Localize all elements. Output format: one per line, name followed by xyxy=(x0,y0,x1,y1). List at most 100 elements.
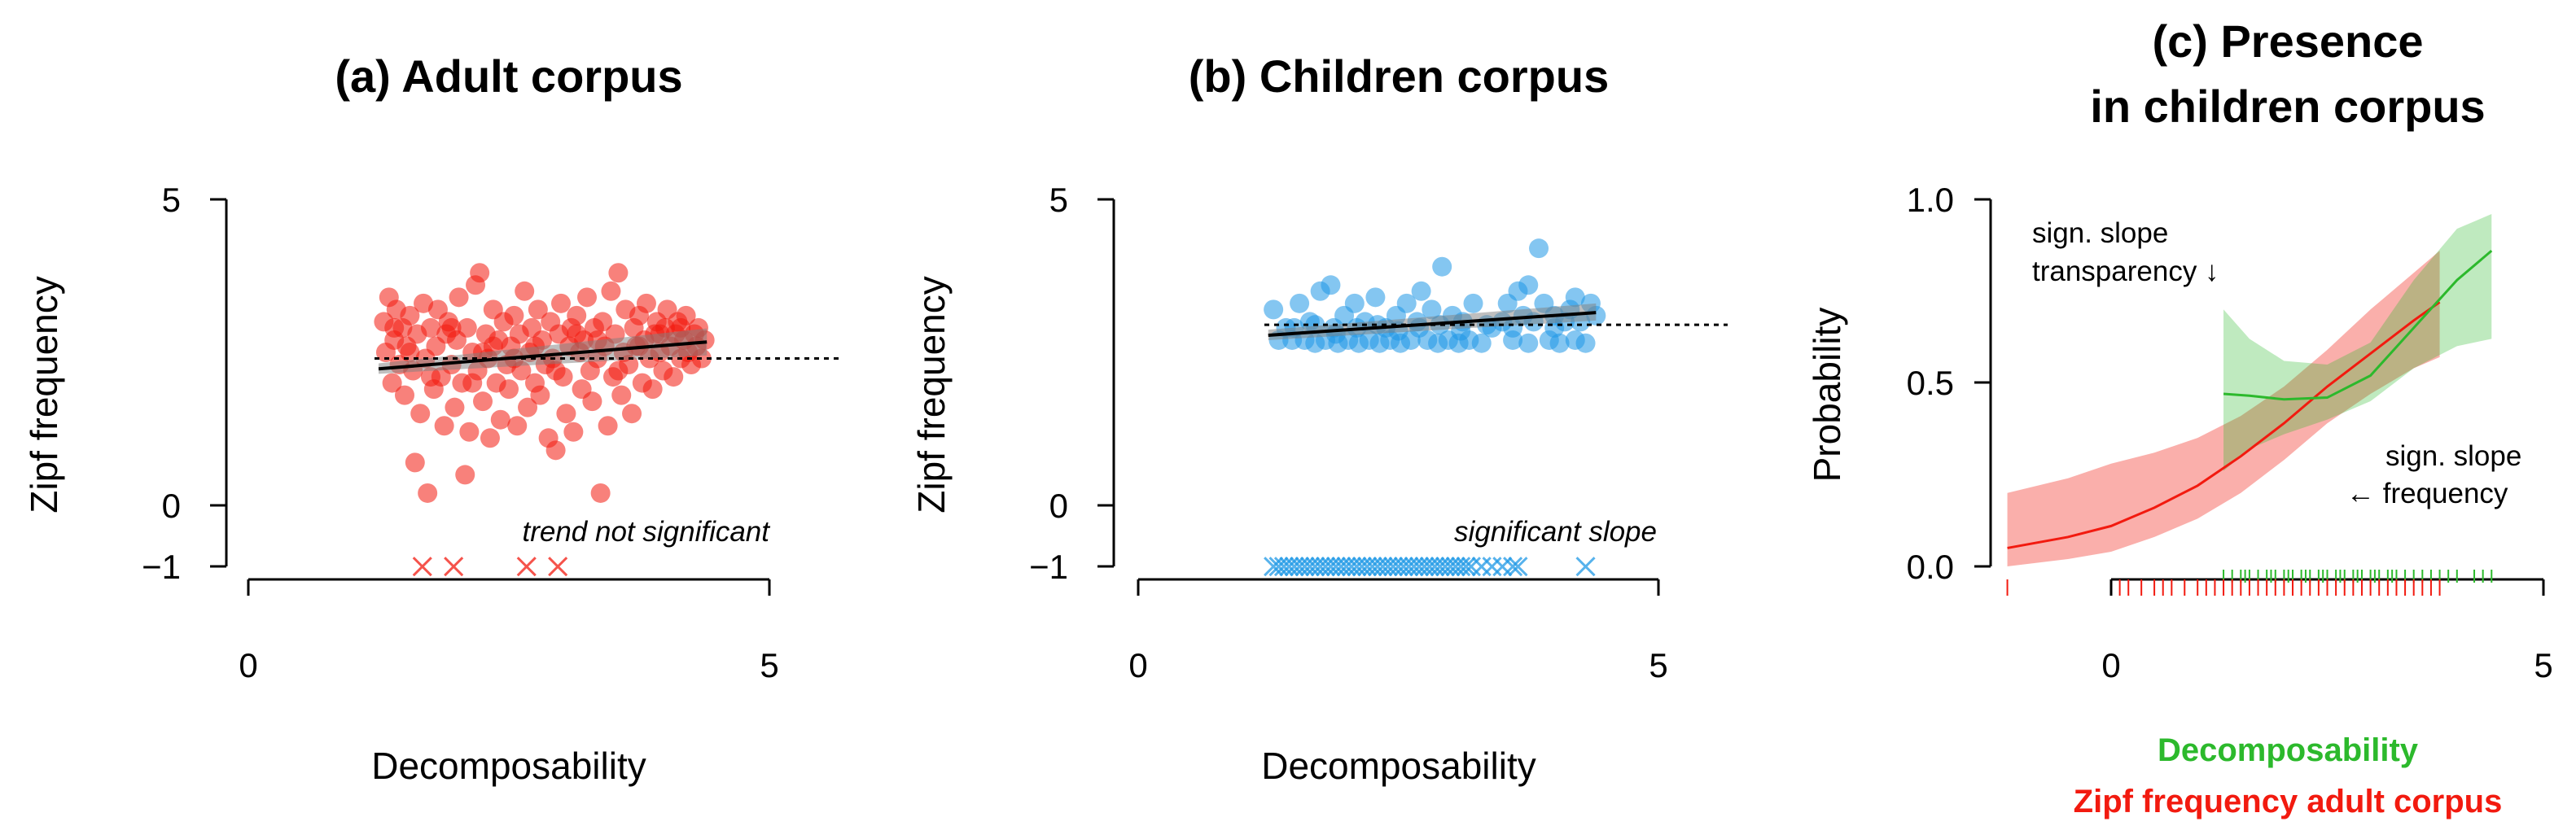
data-point xyxy=(459,422,480,442)
panel-a-xtick-label: 0 xyxy=(239,646,257,684)
missing-marker xyxy=(412,557,432,577)
data-point xyxy=(457,317,477,338)
data-point xyxy=(490,409,510,430)
data-point xyxy=(545,361,566,381)
data-point xyxy=(1396,293,1417,313)
panel-a-missing-markers xyxy=(412,557,568,577)
data-point xyxy=(551,293,571,313)
panel-b-ytick-label: 5 xyxy=(1049,181,1068,219)
panel-c-ytick-label: 1.0 xyxy=(1907,181,1954,219)
data-point xyxy=(1290,293,1310,313)
data-point xyxy=(384,317,405,338)
data-point xyxy=(455,465,475,485)
panel-b: (b) Children corpus Decomposability Zipf… xyxy=(910,50,1728,787)
panel-c-frequency-band xyxy=(2007,251,2440,566)
data-point xyxy=(582,391,602,412)
panel-c-annotation-frequency-line2: ← frequency xyxy=(2346,478,2508,509)
panel-c-decomposability-band xyxy=(2223,214,2492,471)
data-point xyxy=(449,287,469,308)
data-point xyxy=(421,317,440,338)
panel-c-rug-frequency xyxy=(2006,579,2441,596)
panel-c-xtick-label: 5 xyxy=(2534,646,2552,684)
data-point xyxy=(441,317,462,338)
panel-c-ytick-label: 0.5 xyxy=(1907,364,1954,402)
data-point xyxy=(395,385,414,405)
data-point xyxy=(473,391,493,412)
data-point xyxy=(1321,275,1341,295)
panel-a-ytick-label: 0 xyxy=(162,487,181,525)
panel-c: (c) Presence in children corpus Probabil… xyxy=(1806,15,2553,819)
panel-b-title: (b) Children corpus xyxy=(1189,50,1609,102)
panel-c-xtick-label: 0 xyxy=(2101,646,2120,684)
panel-b-xlabel: Decomposability xyxy=(1261,745,1536,787)
data-point xyxy=(1463,293,1483,313)
panel-b-xtick-label: 0 xyxy=(1128,646,1147,684)
panel-a-xtick-label: 5 xyxy=(760,646,778,684)
panel-a-points xyxy=(374,263,715,503)
data-point xyxy=(1471,333,1492,353)
data-point xyxy=(567,324,587,344)
missing-marker xyxy=(516,557,537,577)
data-point xyxy=(418,483,438,503)
data-point xyxy=(563,422,584,442)
panel-b-ytick-label: 0 xyxy=(1049,487,1068,525)
panel-a-annotation: trend not significant xyxy=(522,516,770,548)
data-point xyxy=(1365,287,1386,308)
panel-b-ylabel: Zipf frequency xyxy=(910,276,953,513)
data-point xyxy=(556,404,576,424)
panel-a-title: (a) Adult corpus xyxy=(335,50,682,102)
data-point xyxy=(608,263,629,283)
panel-c-annotation-frequency-line1: sign. slope xyxy=(2385,440,2521,472)
panel-a-xlabel: Decomposability xyxy=(371,745,646,787)
data-point xyxy=(590,483,611,503)
data-point xyxy=(601,281,621,301)
data-point xyxy=(1529,238,1549,259)
data-point xyxy=(462,373,483,393)
data-point xyxy=(664,367,684,387)
panel-c-rug-decomposability xyxy=(2223,570,2493,583)
missing-marker xyxy=(1456,557,1476,577)
panel-c-title-line1: (c) Presence xyxy=(2152,15,2423,67)
data-point xyxy=(434,416,454,436)
data-point xyxy=(1422,299,1442,320)
missing-marker xyxy=(1471,557,1492,577)
data-point xyxy=(1411,281,1431,301)
panel-c-xlabel-decomposability: Decomposability xyxy=(2158,732,2419,768)
panel-a: (a) Adult corpus Decomposability Zipf fr… xyxy=(23,50,839,787)
data-point xyxy=(528,299,548,320)
data-point xyxy=(1518,275,1539,295)
missing-marker xyxy=(1482,557,1502,577)
panel-b-fit-line xyxy=(1268,311,1597,337)
data-point xyxy=(470,263,490,283)
data-point xyxy=(1432,256,1452,277)
panel-c-title-line2: in children corpus xyxy=(2090,81,2485,132)
panel-a-ytick-label: 5 xyxy=(162,181,181,219)
missing-marker xyxy=(1492,557,1513,577)
data-point xyxy=(400,343,420,362)
data-point xyxy=(421,367,440,387)
data-point xyxy=(400,305,420,326)
panel-b-ytick-label: −1 xyxy=(1029,548,1068,586)
data-point xyxy=(518,397,538,417)
data-point xyxy=(1575,333,1596,353)
panel-c-decomposability-curve xyxy=(2223,249,2493,401)
data-point xyxy=(480,428,500,448)
missing-marker xyxy=(1575,557,1596,577)
data-point xyxy=(608,361,629,381)
data-point xyxy=(593,312,613,332)
data-point xyxy=(1344,293,1365,313)
data-point xyxy=(611,385,632,405)
data-point xyxy=(445,397,465,417)
data-point xyxy=(577,287,597,308)
panel-b-missing-markers xyxy=(1264,557,1596,577)
data-point xyxy=(1518,333,1539,353)
data-point xyxy=(1549,333,1570,353)
data-point xyxy=(530,385,550,405)
panel-c-annotation-transparency-line1: sign. slope xyxy=(2032,217,2168,249)
data-point xyxy=(507,416,528,436)
data-point xyxy=(504,305,524,326)
panel-c-frequency-curve xyxy=(2007,301,2441,549)
data-point xyxy=(499,379,519,400)
data-point xyxy=(545,440,566,461)
